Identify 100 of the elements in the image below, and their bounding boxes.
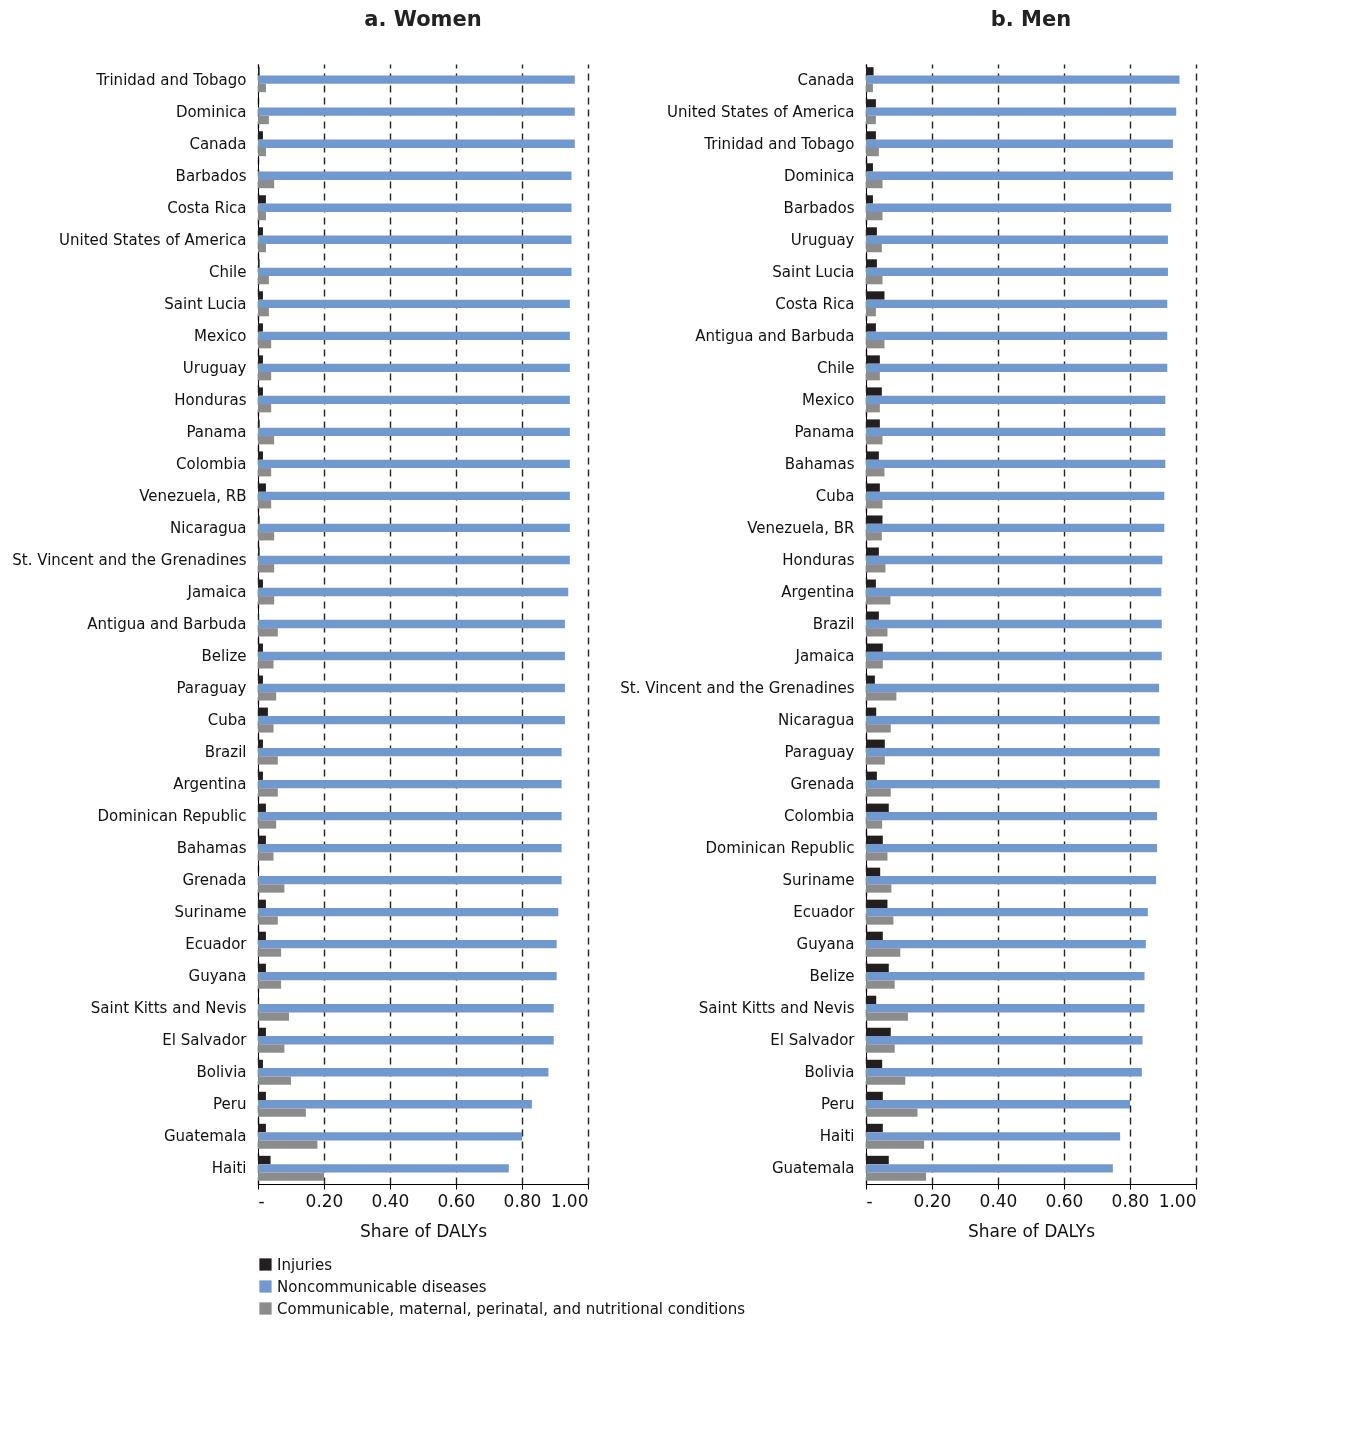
y-tick-label: Saint Kitts and Nevis — [90, 999, 247, 1018]
bar — [258, 387, 263, 396]
y-tick-label: Ecuador — [793, 903, 856, 922]
bar — [866, 468, 885, 477]
y-tick-label: Haiti — [211, 1159, 247, 1178]
bar — [866, 931, 883, 941]
y-tick-label: Panama — [186, 422, 247, 441]
bar — [258, 331, 570, 340]
y-tick-label: Paraguay — [784, 743, 855, 762]
bar — [258, 660, 274, 669]
y-tick-label: Paraguay — [176, 679, 247, 698]
y-tick-label: Mexico — [802, 390, 855, 409]
bar — [258, 1123, 266, 1133]
bar — [258, 1059, 263, 1069]
bar — [258, 427, 570, 437]
y-tick-label: Uruguay — [182, 358, 247, 377]
y-tick-label: Barbados — [175, 166, 247, 185]
bar — [866, 715, 1160, 725]
bar — [866, 916, 894, 925]
y-tick-label: St. Vincent and the Grenadines — [620, 679, 855, 698]
bar — [258, 803, 266, 812]
bar — [258, 355, 263, 364]
bar — [258, 372, 272, 381]
bar — [258, 835, 266, 844]
bar — [866, 387, 882, 396]
y-tick-label: Bolivia — [196, 1063, 247, 1082]
bar — [258, 1004, 554, 1013]
bar — [866, 1164, 1113, 1173]
y-tick-label: Bolivia — [804, 1063, 855, 1082]
bar — [258, 1027, 266, 1037]
y-tick-label: Dominica — [175, 102, 247, 121]
bar — [258, 820, 277, 829]
bar — [866, 963, 889, 973]
bar — [258, 211, 266, 221]
bar — [258, 451, 263, 460]
bar — [258, 1140, 318, 1149]
bar — [866, 211, 883, 221]
bar — [258, 916, 278, 925]
bar — [866, 139, 1173, 148]
y-tick-label: Barbados — [783, 198, 855, 217]
bar — [258, 115, 269, 125]
bar — [866, 483, 880, 492]
y-tick-label: Dominican Republic — [97, 807, 247, 826]
bar — [258, 1172, 324, 1181]
bar — [866, 275, 883, 285]
y-tick-label: Trinidad and Tobago — [703, 134, 855, 153]
bar — [258, 171, 572, 180]
bar — [866, 1091, 883, 1101]
bar — [258, 980, 282, 989]
bar — [866, 651, 1162, 661]
bar — [258, 619, 565, 629]
bar — [866, 515, 883, 524]
bar — [866, 259, 877, 268]
bar — [258, 107, 575, 116]
x-axis-title: Share of DALYs — [359, 1220, 488, 1241]
bar — [258, 179, 275, 189]
bar — [866, 1100, 1130, 1109]
bar — [866, 427, 1166, 437]
bar — [866, 459, 1166, 469]
bar — [258, 852, 274, 861]
chart-title: a. Women — [364, 7, 482, 31]
y-tick-label: Antigua and Barbuda — [695, 326, 855, 345]
x-tick-label: 0.40 — [979, 1190, 1018, 1211]
bar — [258, 491, 570, 501]
bar — [866, 107, 1177, 116]
y-tick-label: Peru — [821, 1095, 855, 1114]
bar — [258, 675, 263, 684]
bar — [866, 372, 880, 381]
bar — [866, 235, 1168, 244]
bar — [866, 1044, 895, 1053]
bar — [258, 779, 562, 789]
bar — [866, 611, 879, 620]
bar — [866, 596, 891, 605]
bar — [866, 203, 1172, 212]
y-tick-label: United States of America — [59, 230, 247, 249]
y-tick-label: Jamaica — [794, 647, 855, 666]
y-tick-label: Jamaica — [186, 582, 247, 601]
y-tick-label: Saint Lucia — [164, 294, 247, 313]
x-tick-label: 1.00 — [550, 1190, 589, 1211]
bar — [866, 675, 875, 684]
bar — [258, 131, 263, 140]
bar — [258, 483, 266, 492]
bar — [866, 500, 883, 509]
y-tick-label: Belize — [201, 647, 247, 666]
bar — [866, 1036, 1143, 1045]
x-tick-label: 0.80 — [1111, 1190, 1150, 1211]
bar — [258, 564, 275, 573]
y-tick-label: Belize — [809, 967, 855, 986]
bar — [258, 395, 570, 405]
y-tick-label: Canada — [797, 70, 855, 89]
bar — [866, 875, 1157, 885]
bar — [258, 579, 263, 588]
bar — [866, 1068, 1142, 1077]
bar — [866, 1123, 883, 1133]
x-tick-label: 0.60 — [437, 1190, 476, 1211]
y-tick-label: Costa Rica — [775, 294, 855, 313]
bar — [866, 171, 1173, 180]
y-tick-label: Bahamas — [784, 454, 855, 473]
y-tick-label: Chile — [208, 262, 247, 281]
bar — [866, 660, 883, 669]
